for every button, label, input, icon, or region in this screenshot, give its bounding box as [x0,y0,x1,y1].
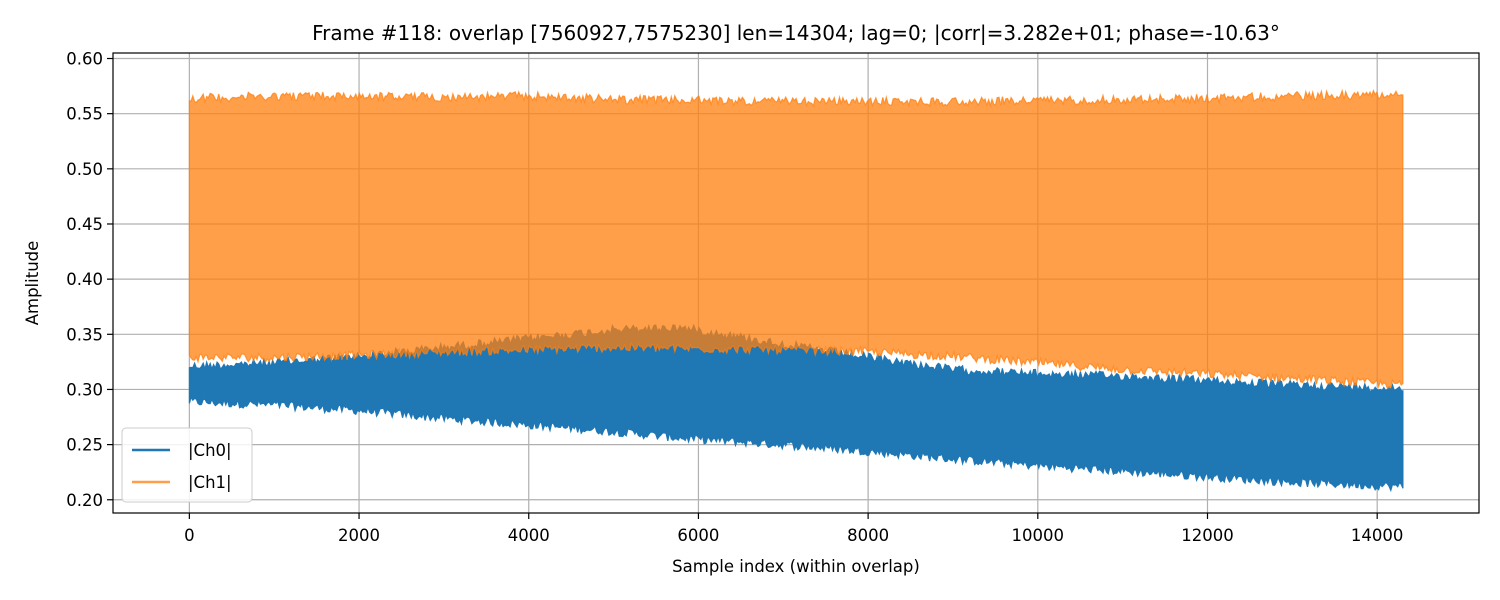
y-tick-label: 0.45 [66,215,103,234]
x-tick-label: 14000 [1351,526,1404,545]
y-tick-label: 0.20 [66,491,103,510]
y-axis-label: Amplitude [23,241,42,326]
y-tick-label: 0.60 [66,50,103,69]
x-tick-label: 6000 [677,526,719,545]
y-tick-label: 0.55 [66,105,103,124]
plot-frame [112,52,1480,514]
x-tick-label: 12000 [1181,526,1234,545]
legend: |Ch0| |Ch1| [121,427,253,503]
x-tick-label: 10000 [1012,526,1065,545]
y-tick-label: 0.30 [66,380,103,399]
y-tick-label: 0.25 [66,436,103,455]
legend-box [121,427,253,503]
x-tick-label: 4000 [508,526,550,545]
legend-entry: |Ch0| [188,441,232,460]
series-layer [188,88,1404,493]
y-tick-label: 0.40 [66,270,103,289]
x-tick-label: 0 [184,526,195,545]
x-tick-label: 8000 [847,526,889,545]
ticks: 0 2000 4000 6000 8000 10000 12000 14000 0.20 0.25… [66,50,1403,545]
y-tick-label: 0.50 [66,160,103,179]
x-tick-label: 2000 [338,526,380,545]
legend-entry: |Ch1| [188,473,232,492]
series-ch1-band [188,88,1404,389]
x-axis-label: Sample index (within overlap) [672,557,920,576]
chart-title: Frame #118: overlap [7560927,7575230] le… [312,21,1280,45]
y-tick-label: 0.35 [66,325,103,344]
